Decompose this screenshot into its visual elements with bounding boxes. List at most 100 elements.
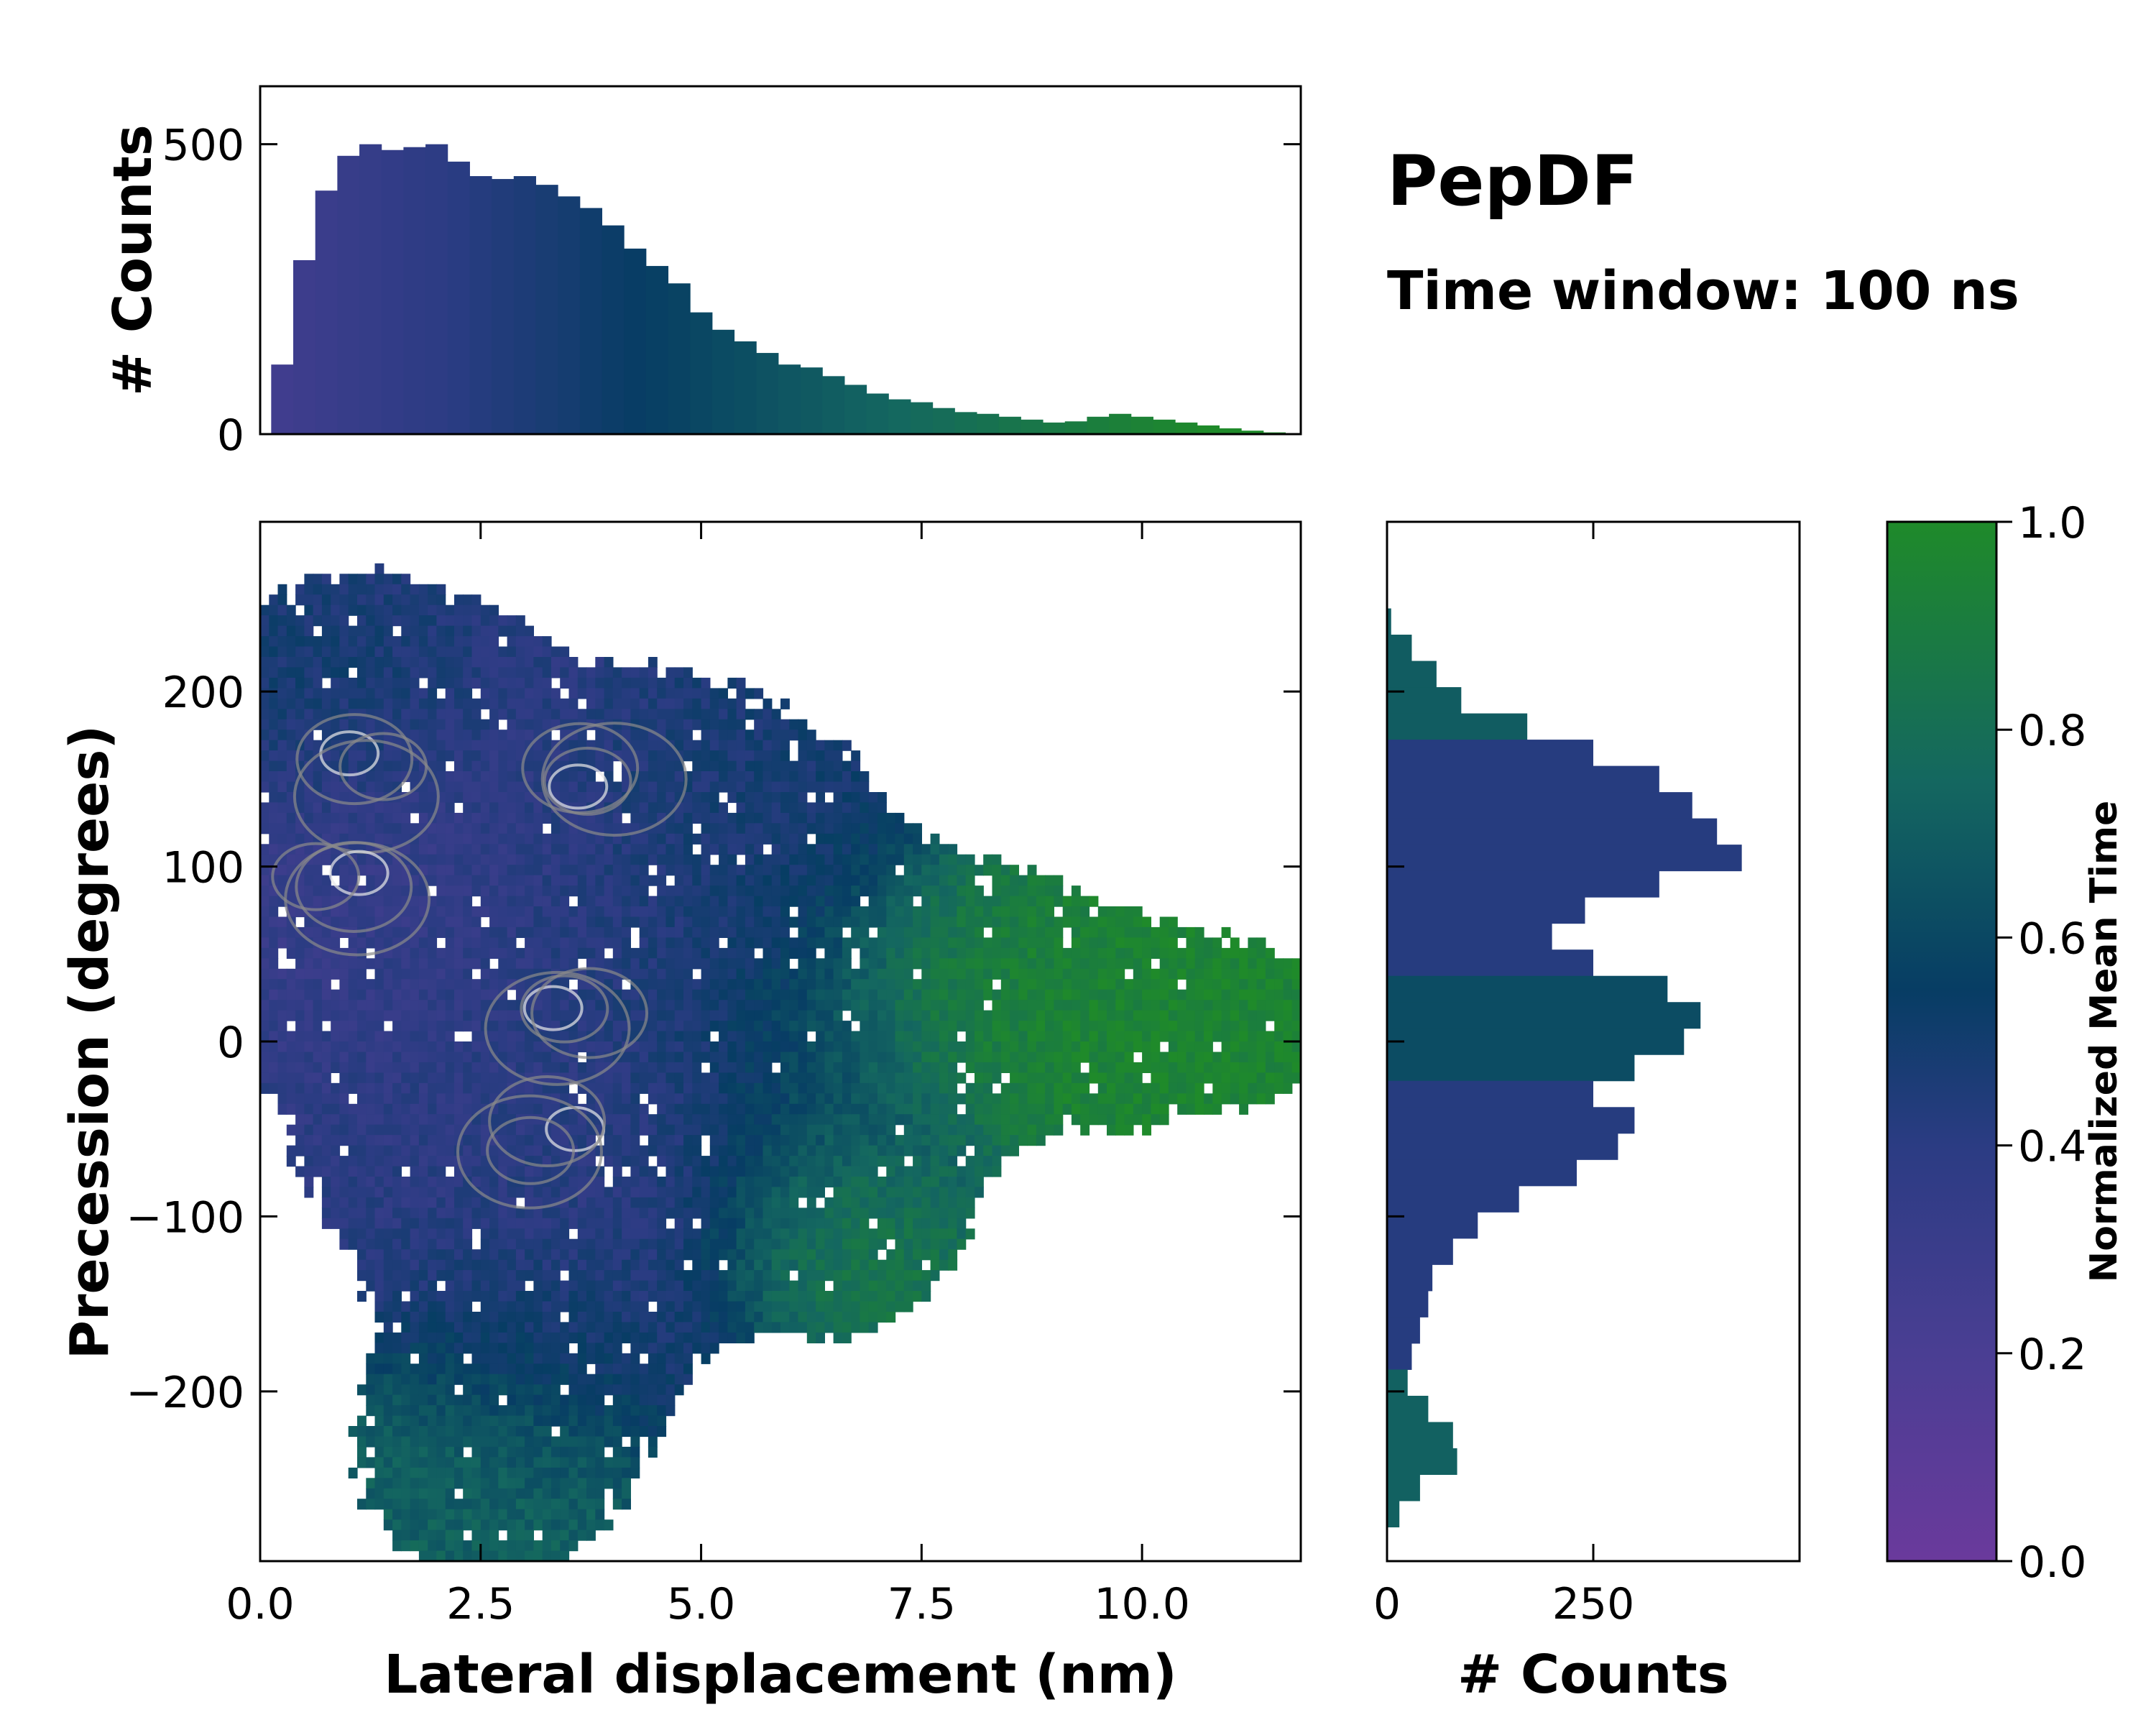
- heatmap-cell: [525, 677, 534, 689]
- heatmap-cell: [674, 968, 684, 980]
- heatmap-cell: [374, 1488, 384, 1499]
- heatmap-cell: [410, 1301, 420, 1312]
- top-histogram-bar: [425, 144, 448, 434]
- heatmap-cell: [612, 1467, 622, 1478]
- heatmap-cell: [665, 958, 676, 970]
- heatmap-cell: [719, 906, 728, 918]
- heatmap-cell: [798, 1062, 808, 1073]
- heatmap-cell: [683, 1010, 693, 1021]
- heatmap-cell: [824, 1322, 834, 1333]
- heatmap-cell: [851, 1114, 861, 1126]
- heatmap-cell: [701, 886, 711, 897]
- heatmap-cell: [665, 1114, 676, 1126]
- heatmap-cell: [480, 1228, 490, 1240]
- heatmap-cell: [454, 1249, 464, 1261]
- heatmap-cell: [401, 1238, 411, 1250]
- heatmap-cell: [410, 1041, 420, 1053]
- heatmap-cell: [674, 740, 684, 751]
- heatmap-cell: [577, 709, 587, 720]
- heatmap-cell: [639, 1145, 649, 1156]
- heatmap-cell: [515, 1208, 525, 1219]
- heatmap-cell: [789, 1103, 799, 1115]
- heatmap-cell: [348, 1082, 358, 1094]
- heatmap-cell: [507, 906, 517, 918]
- heatmap-cell: [763, 1291, 773, 1302]
- heatmap-cell: [277, 1031, 287, 1042]
- heatmap-cell: [639, 677, 649, 689]
- heatmap-cell: [851, 1041, 861, 1053]
- heatmap-cell: [560, 1187, 570, 1198]
- heatmap-cell: [480, 688, 490, 699]
- heatmap-cell: [622, 1187, 631, 1198]
- heatmap-cell: [507, 875, 517, 886]
- heatmap-cell: [507, 1301, 517, 1312]
- heatmap-cell: [401, 1467, 411, 1478]
- heatmap-cell: [771, 844, 781, 855]
- heatmap-cell: [392, 1208, 402, 1219]
- heatmap-cell: [789, 1166, 799, 1177]
- heatmap-cell: [480, 823, 490, 834]
- heatmap-cell: [348, 771, 358, 783]
- heatmap-cell: [577, 1384, 587, 1396]
- heatmap-cell: [824, 750, 834, 762]
- heatmap-cell: [630, 1093, 640, 1105]
- heatmap-cell: [436, 1041, 446, 1053]
- heatmap-cell: [525, 1426, 534, 1438]
- heatmap-cell: [463, 1363, 473, 1375]
- heatmap-cell: [674, 947, 684, 959]
- heatmap-cell: [269, 604, 279, 616]
- heatmap-cell: [366, 594, 376, 606]
- heatmap-cell: [657, 1041, 667, 1053]
- heatmap-cell: [471, 958, 482, 970]
- heatmap-cell: [648, 1124, 658, 1136]
- heatmap-cell: [754, 854, 764, 865]
- heatmap-cell: [498, 875, 508, 886]
- heatmap-cell: [586, 1270, 596, 1282]
- heatmap-cell: [471, 1426, 482, 1438]
- heatmap-cell: [401, 1082, 411, 1094]
- heatmap-cell: [657, 1228, 667, 1240]
- heatmap-cell: [428, 1530, 438, 1541]
- heatmap-cell: [665, 1353, 676, 1364]
- heatmap-cell: [507, 771, 517, 783]
- heatmap-cell: [604, 1405, 614, 1417]
- heatmap-cell: [701, 865, 711, 876]
- heatmap-cell: [480, 979, 490, 990]
- heatmap-cell: [313, 698, 323, 709]
- heatmap-cell: [780, 1031, 790, 1042]
- heatmap-cell: [463, 916, 473, 928]
- heatmap-cell: [780, 937, 790, 949]
- heatmap-cell: [428, 865, 438, 876]
- heatmap-cell: [471, 1343, 482, 1354]
- heatmap-cell: [454, 1457, 464, 1468]
- heatmap-cell: [595, 812, 605, 824]
- heatmap-cell: [489, 937, 499, 949]
- heatmap-cell: [771, 740, 781, 751]
- heatmap-cell: [277, 875, 287, 886]
- heatmap-cell: [321, 802, 331, 814]
- heatmap-cell: [366, 1041, 376, 1053]
- heatmap-cell: [498, 1208, 508, 1219]
- heatmap-cell: [701, 802, 711, 814]
- heatmap-cell: [550, 1374, 561, 1385]
- heatmap-cell: [418, 886, 428, 897]
- heatmap-cell: [604, 667, 614, 678]
- heatmap-cell: [339, 1000, 349, 1011]
- heatmap-cell: [586, 865, 596, 876]
- heatmap-cell: [657, 1405, 667, 1417]
- heatmap-cell: [286, 833, 296, 845]
- top-histogram-bar: [1197, 425, 1220, 434]
- heatmap-cell: [445, 916, 455, 928]
- heatmap-cell: [719, 1218, 728, 1229]
- heatmap-cell: [392, 1218, 402, 1229]
- heatmap-cell: [286, 812, 296, 824]
- heatmap-cell: [639, 865, 649, 876]
- heatmap-cell: [665, 906, 676, 918]
- top-histogram-bar: [1153, 419, 1176, 434]
- heatmap-cell: [463, 1052, 473, 1063]
- heatmap-cell: [754, 937, 764, 949]
- heatmap-cell: [665, 1187, 676, 1198]
- heatmap-cell: [507, 1457, 517, 1468]
- heatmap-cell: [860, 854, 870, 865]
- heatmap-cell: [313, 1156, 323, 1167]
